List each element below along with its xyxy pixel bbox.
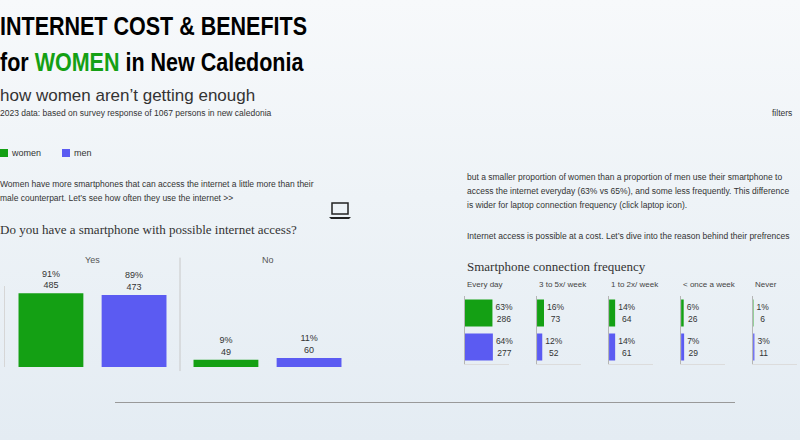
svg-text:91%485: 91%485 (42, 269, 60, 291)
svg-text:7%29: 7%29 (687, 336, 700, 357)
html-text:Internet access is possible at: Internet access is possible at a cost. L… (467, 231, 790, 241)
svg-text:89%473: 89%473 (125, 270, 143, 292)
svg-text:< once a week: < once a week (683, 280, 736, 289)
svg-text:63%286: 63%286 (495, 302, 512, 323)
html-text:men: men (74, 148, 92, 158)
svg-text:6%26: 6%26 (687, 302, 700, 323)
svg-text:3 to 5x/ week: 3 to 5x/ week (539, 280, 587, 289)
html-text:Women have more smartphones th: Women have more smartphones that can acc… (0, 179, 314, 203)
svg-text:11%60: 11%60 (300, 333, 317, 355)
svg-text:14%64: 14%64 (618, 302, 635, 323)
svg-text:1%6: 1%6 (757, 302, 770, 323)
html-text:but a smaller proportion of wo: but a smaller proportion of women than a… (467, 172, 790, 210)
svg-text:Yes: Yes (85, 255, 100, 265)
svg-text:1 to 2x/ week: 1 to 2x/ week (611, 280, 659, 289)
html-text:INTERNET COST & BENEFITS: INTERNET COST & BENEFITS (0, 12, 307, 40)
svg-text:12%52: 12%52 (545, 336, 562, 357)
html-text:filters: filters (772, 108, 793, 118)
svg-text:3%11: 3%11 (757, 336, 770, 357)
svg-text:14%61: 14%61 (618, 336, 635, 357)
svg-text:Never: Never (755, 280, 777, 289)
svg-text:9%49: 9%49 (219, 335, 232, 357)
html-text:women: women (12, 148, 41, 158)
html-text:Smartphone connection frequenc: Smartphone connection frequency (467, 259, 646, 274)
svg-text:Every day: Every day (467, 280, 503, 289)
svg-text:16%73: 16%73 (547, 302, 564, 323)
html-text:Do you have a smartphone with: Do you have a smartphone with possible i… (0, 222, 297, 237)
html-text:how women aren’t getting enoug: how women aren’t getting enough (0, 86, 256, 105)
html-text:2023 data: based on survey res: 2023 data: based on survey response of 1… (0, 108, 272, 118)
html-text:for WOMEN in New Caledonia: for WOMEN in New Caledonia (0, 48, 304, 76)
svg-text:No: No (262, 255, 274, 265)
svg-text:64%277: 64%277 (496, 336, 513, 357)
